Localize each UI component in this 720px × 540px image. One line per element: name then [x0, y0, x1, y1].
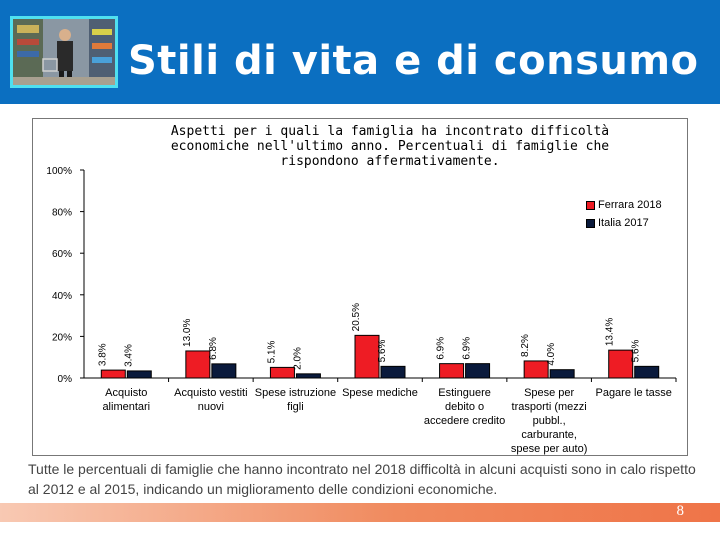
x-tick-label: Spese istruzione figli: [255, 387, 336, 413]
chart-legend: Ferrara 2018 Italia 2017: [580, 196, 678, 232]
chart-title: Aspetti per i quali la famiglia ha incon…: [170, 124, 610, 169]
data-label: 2.0%: [292, 347, 303, 370]
y-tick-label: 40%: [52, 291, 72, 302]
bar-italia: [634, 365, 660, 379]
legend-item-italia: Italia 2017: [586, 216, 649, 230]
footer-bar: [0, 503, 720, 522]
y-tick-label: 0%: [58, 374, 73, 385]
data-label: 5.6%: [377, 339, 388, 362]
bar-ferrara: [608, 349, 634, 379]
slide-caption: Tutte le percentuali di famiglie che han…: [28, 461, 696, 497]
data-label: 8.2%: [520, 334, 531, 357]
legend-swatch-ferrara: [586, 200, 595, 210]
bar-ferrara: [185, 350, 211, 379]
data-label: 6.8%: [208, 337, 219, 360]
x-tick-label: Pagare le tasse: [595, 387, 671, 399]
bar-ferrara: [354, 334, 380, 379]
data-label: 3.4%: [123, 344, 134, 367]
y-tick-label: 100%: [46, 166, 72, 177]
bar-ferrara: [523, 360, 549, 379]
data-label: 5.1%: [266, 340, 277, 363]
legend-swatch-italia: [586, 218, 595, 228]
bar-italia: [295, 373, 321, 379]
bar-italia: [126, 370, 152, 379]
x-tick-label: Spese mediche: [342, 387, 418, 399]
data-label: 6.9%: [462, 337, 473, 360]
bar-italia: [549, 369, 575, 379]
chart-frame: [32, 118, 688, 456]
page-number: 8: [676, 503, 685, 519]
shopping-photo-thumbnail: [10, 16, 118, 88]
data-label: 13.0%: [182, 318, 193, 346]
x-tick-label: Acquisto vestiti nuovi: [174, 387, 247, 413]
data-label: 5.6%: [631, 339, 642, 362]
x-tick-label: Estinguere debito o accedere credito: [424, 387, 505, 427]
x-tick-label: Acquisto alimentari: [102, 387, 150, 413]
bar-ferrara: [439, 363, 465, 379]
data-label: 6.9%: [436, 337, 447, 360]
y-tick-label: 80%: [52, 208, 72, 219]
data-label: 13.4%: [605, 318, 616, 346]
y-tick-label: 20%: [52, 332, 72, 343]
bar-italia: [211, 363, 237, 379]
legend-label-italia: Italia 2017: [598, 217, 649, 229]
bar-ferrara: [269, 366, 295, 379]
legend-item-ferrara: Ferrara 2018: [586, 198, 662, 212]
data-label: 4.0%: [546, 343, 557, 366]
bar-ferrara: [100, 369, 126, 379]
data-label: 20.5%: [351, 303, 362, 331]
legend-label-ferrara: Ferrara 2018: [598, 199, 662, 211]
y-tick-label: 60%: [52, 249, 72, 260]
data-label: 3.8%: [97, 343, 108, 366]
x-tick-label: Spese per trasporti (mezzi pubbl., carburan…: [511, 387, 587, 455]
slide-title: Stili di vita e di consumo: [128, 38, 699, 84]
header-band: Stili di vita e di consumo: [0, 0, 720, 104]
bar-italia: [380, 365, 406, 379]
bar-italia: [465, 363, 491, 379]
